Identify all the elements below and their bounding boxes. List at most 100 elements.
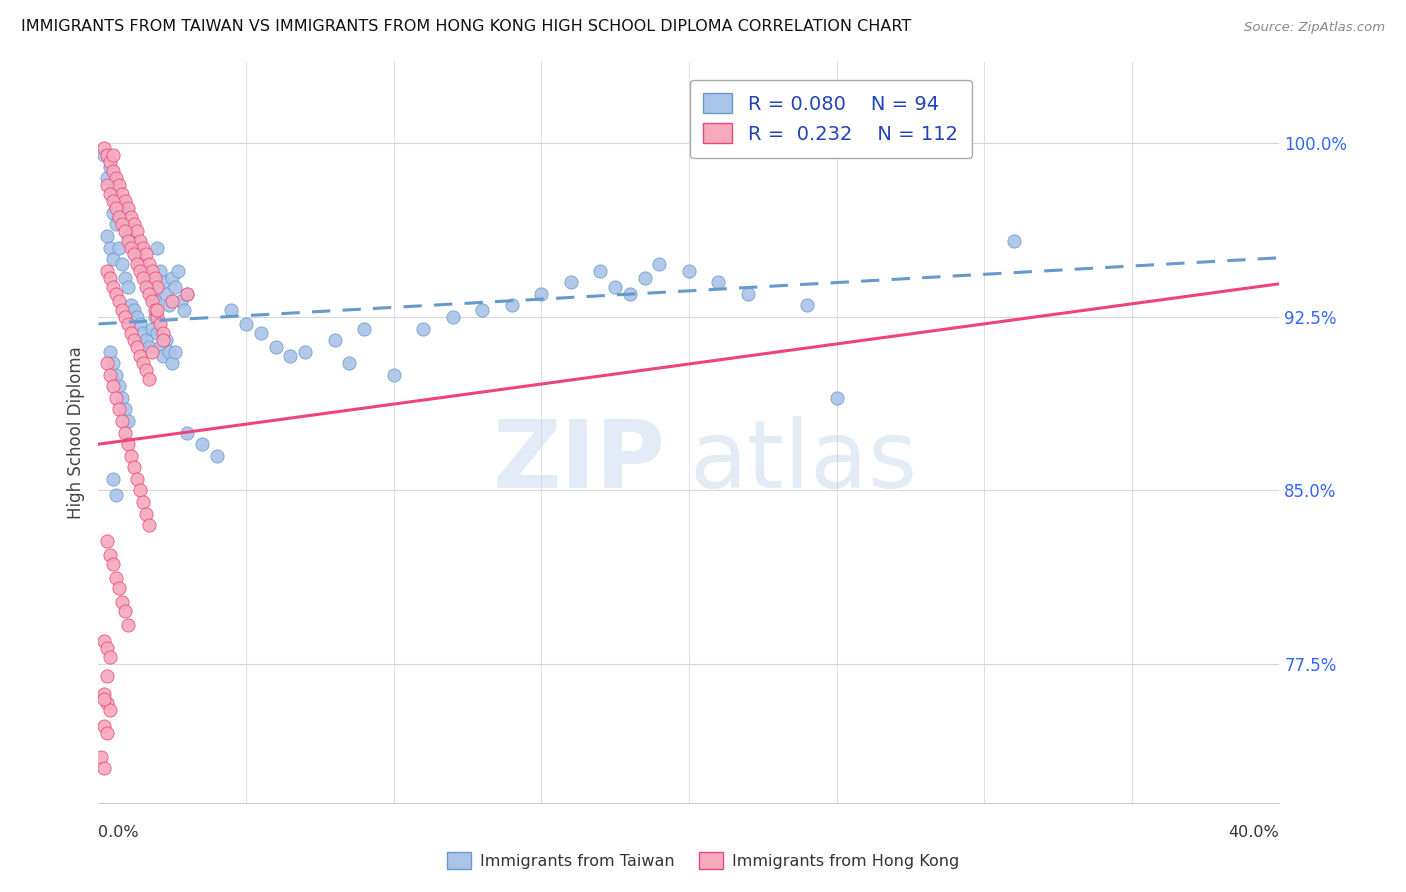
Point [471, 303, 494, 318]
Point [96, 356, 118, 370]
Point [105, 368, 128, 382]
Point [294, 344, 316, 359]
Point [93, 687, 115, 701]
Text: atlas: atlas [689, 417, 917, 508]
Point [120, 326, 142, 340]
Point [146, 240, 169, 255]
Point [125, 257, 148, 271]
Point [250, 326, 273, 340]
Point [103, 379, 125, 393]
Point [111, 201, 134, 215]
Point [98, 160, 121, 174]
Point [103, 194, 125, 209]
Point [141, 263, 163, 277]
Point [122, 333, 145, 347]
Point [108, 211, 131, 225]
Point [98, 368, 121, 382]
Point [120, 240, 142, 255]
Point [96, 668, 118, 682]
Point [633, 270, 655, 285]
Point [1002, 234, 1025, 248]
Point [132, 270, 155, 285]
Point [135, 247, 157, 261]
Point [165, 344, 187, 359]
Point [138, 257, 160, 271]
Point [796, 298, 818, 312]
Point [146, 326, 169, 340]
Point [128, 317, 150, 331]
Point [530, 286, 553, 301]
Point [605, 280, 627, 294]
Point [128, 263, 150, 277]
Point [138, 372, 160, 386]
Point [105, 201, 128, 215]
Point [96, 263, 118, 277]
Point [149, 317, 172, 331]
Point [122, 303, 145, 318]
Point [157, 344, 180, 359]
Point [103, 183, 125, 197]
Text: ZIP: ZIP [492, 417, 665, 508]
Point [170, 293, 193, 308]
Point [143, 270, 166, 285]
Point [135, 333, 157, 347]
Point [96, 178, 118, 192]
Text: IMMIGRANTS FROM TAIWAN VS IMMIGRANTS FROM HONG KONG HIGH SCHOOL DIPLOMA CORRELAT: IMMIGRANTS FROM TAIWAN VS IMMIGRANTS FRO… [21, 20, 911, 34]
Point [98, 155, 121, 169]
Point [93, 141, 115, 155]
Point [132, 240, 155, 255]
Point [737, 286, 759, 301]
Text: 0.0%: 0.0% [98, 825, 139, 839]
Point [167, 263, 190, 277]
Point [141, 293, 163, 308]
Point [146, 280, 169, 294]
Point [619, 286, 641, 301]
Point [93, 761, 115, 775]
Point [120, 234, 142, 248]
Point [96, 696, 118, 710]
Point [132, 356, 155, 370]
Point [117, 234, 139, 248]
Point [146, 303, 169, 318]
Point [105, 171, 128, 186]
Point [128, 483, 150, 498]
Point [125, 247, 148, 261]
Point [152, 333, 174, 347]
Point [114, 425, 136, 440]
Point [143, 310, 166, 324]
Point [98, 344, 121, 359]
Legend: R = 0.080    N = 94, R =  0.232    N = 112: R = 0.080 N = 94, R = 0.232 N = 112 [690, 79, 972, 158]
Point [98, 187, 121, 202]
Y-axis label: High School Diploma: High School Diploma [66, 346, 84, 519]
Point [648, 257, 671, 271]
Point [162, 270, 183, 285]
Point [278, 349, 302, 363]
Point [111, 594, 134, 608]
Point [108, 581, 131, 595]
Point [138, 340, 160, 354]
Point [501, 298, 523, 312]
Point [176, 286, 198, 301]
Point [93, 148, 115, 162]
Point [103, 356, 125, 370]
Point [219, 303, 242, 318]
Point [93, 633, 115, 648]
Point [382, 368, 405, 382]
Point [108, 379, 131, 393]
Point [412, 321, 434, 335]
Point [141, 344, 163, 359]
Point [125, 310, 148, 324]
Point [152, 275, 174, 289]
Point [132, 326, 155, 340]
Point [105, 571, 128, 585]
Point [117, 229, 139, 244]
Point [205, 449, 228, 463]
Point [96, 726, 118, 740]
Point [111, 187, 134, 202]
Point [117, 280, 139, 294]
Point [98, 703, 121, 717]
Point [323, 333, 346, 347]
Point [235, 317, 257, 331]
Point [707, 275, 730, 289]
Point [146, 310, 169, 324]
